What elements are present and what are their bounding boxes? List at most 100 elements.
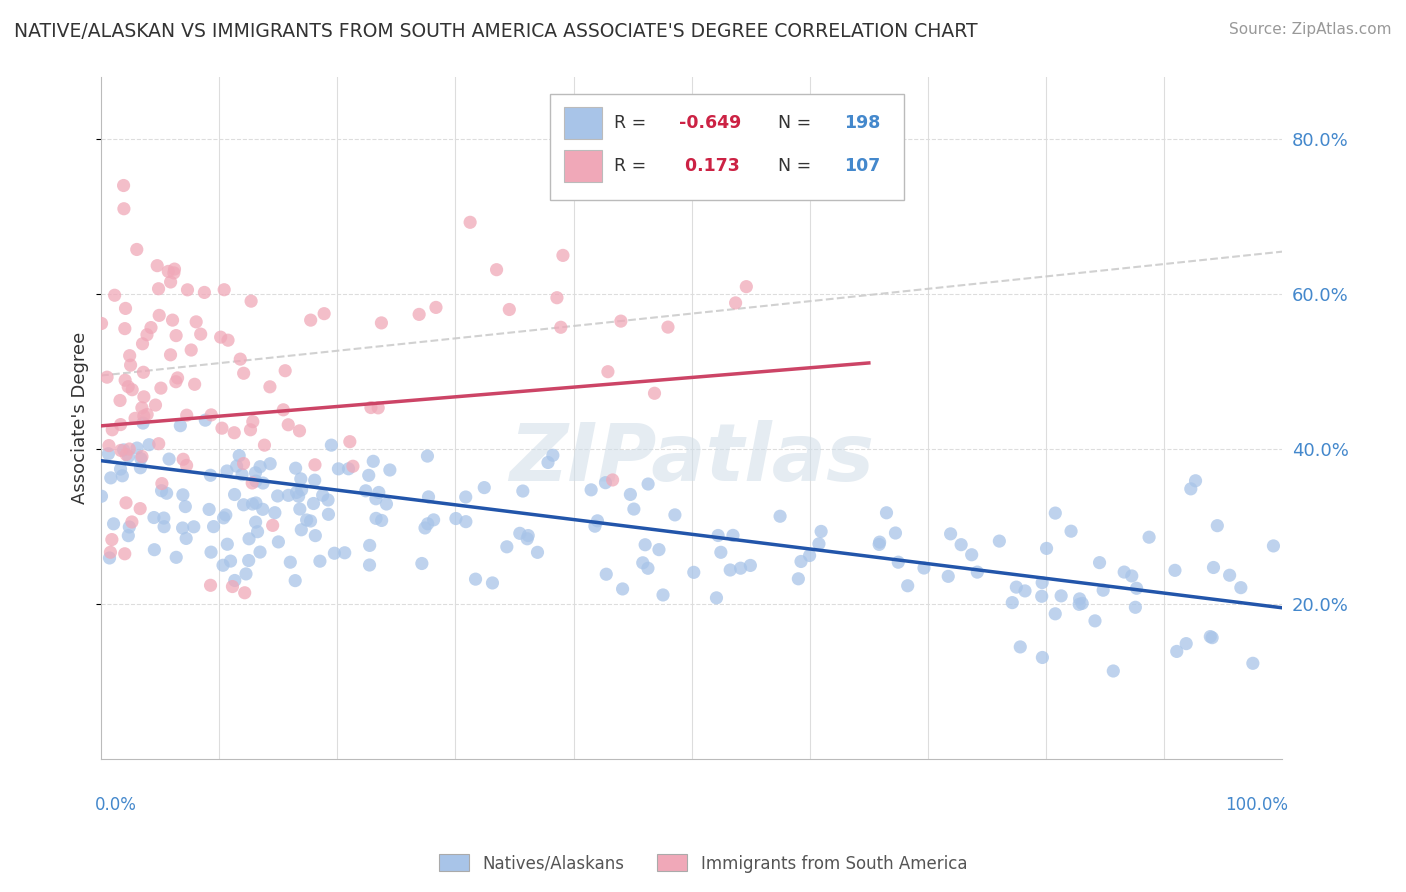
Point (174, 500, 197, 514)
Point (1010, 640, 1032, 654)
Point (157, 452, 180, 467)
Point (1125, 600, 1147, 615)
Point (136, 408, 159, 422)
Point (1092, 583, 1115, 598)
Point (148, 282, 170, 296)
Point (150, 476, 173, 491)
Point (337, 462, 360, 476)
Point (139, 320, 162, 334)
Point (200, 408, 222, 422)
Point (939, 526, 962, 541)
Point (115, 496, 138, 510)
Point (186, 315, 208, 329)
Point (131, 450, 153, 464)
Point (174, 532, 197, 546)
Point (551, 248, 574, 262)
Point (172, 452, 194, 467)
Point (169, 418, 191, 433)
Point (284, 461, 307, 475)
Point (1121, 569, 1143, 583)
Point (217, 333, 239, 347)
Point (367, 485, 389, 500)
Point (242, 497, 264, 511)
Point (136, 327, 159, 342)
Point (115, 448, 138, 462)
Point (1125, 582, 1147, 596)
Point (517, 528, 540, 542)
Point (1069, 598, 1091, 612)
Point (278, 555, 301, 569)
Point (1031, 575, 1053, 590)
FancyBboxPatch shape (550, 95, 904, 200)
Y-axis label: Associate's Degree: Associate's Degree (72, 332, 89, 504)
Point (211, 421, 233, 435)
Point (114, 301, 136, 316)
Point (165, 550, 187, 565)
Point (183, 520, 205, 534)
Point (707, 528, 730, 542)
Point (165, 328, 187, 343)
Point (287, 489, 309, 503)
Point (799, 549, 821, 563)
Point (96, 370, 118, 384)
Point (309, 554, 332, 568)
Point (1114, 565, 1136, 579)
Point (232, 457, 254, 471)
Point (150, 483, 173, 498)
Point (215, 508, 238, 522)
Point (262, 518, 284, 533)
Point (131, 336, 153, 351)
Text: R =: R = (613, 114, 651, 132)
Point (311, 488, 333, 502)
Point (138, 438, 160, 452)
Point (97, 439, 120, 453)
Point (118, 520, 141, 534)
Point (342, 459, 364, 474)
Point (183, 377, 205, 392)
Point (285, 485, 308, 500)
Point (1088, 556, 1111, 570)
Point (586, 514, 609, 528)
Point (156, 486, 179, 500)
Point (117, 450, 139, 464)
Point (277, 417, 299, 432)
Point (1069, 591, 1091, 606)
Point (370, 316, 392, 330)
Point (215, 464, 238, 478)
Point (266, 489, 288, 503)
Point (277, 488, 299, 502)
Point (408, 307, 430, 321)
Point (200, 468, 222, 483)
Point (1137, 530, 1160, 544)
Point (359, 558, 381, 572)
Point (148, 436, 170, 450)
Point (318, 508, 340, 522)
Point (583, 519, 606, 533)
Bar (564, 107, 602, 139)
Point (416, 449, 439, 463)
Point (966, 565, 988, 579)
Point (810, 524, 832, 539)
Point (273, 402, 295, 417)
Point (198, 502, 221, 516)
Point (619, 487, 641, 501)
Point (481, 576, 503, 591)
Point (652, 588, 675, 602)
Point (610, 314, 633, 328)
Point (291, 483, 314, 497)
Point (1050, 589, 1073, 603)
Point (112, 202, 135, 216)
Point (596, 365, 619, 379)
Point (682, 566, 704, 580)
Point (104, 288, 127, 302)
Point (100, 545, 122, 559)
Point (321, 438, 343, 452)
Point (172, 488, 194, 502)
Point (200, 578, 222, 592)
Point (595, 475, 617, 490)
Point (425, 301, 447, 315)
Point (176, 283, 198, 297)
Point (121, 383, 143, 397)
Point (110, 417, 132, 432)
Point (1102, 664, 1125, 678)
